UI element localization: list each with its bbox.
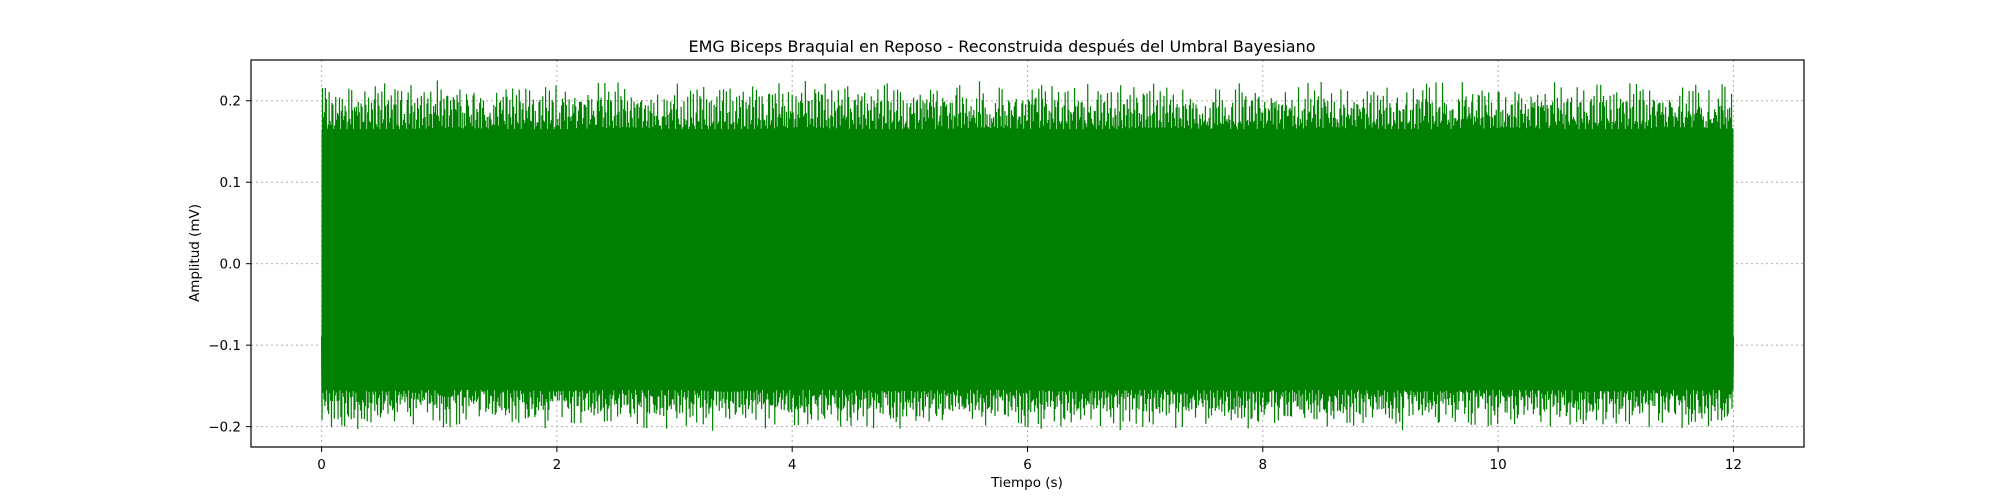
y-tick-label: −0.2 [208,420,241,436]
signal-series [320,80,1735,431]
y-axis-label: Amplitud (mV) [187,204,203,302]
y-tick-label: −0.1 [208,338,241,354]
x-axis-label: Tiempo (s) [990,475,1063,491]
y-tick-label: 0.0 [220,257,241,273]
y-tick-label: 0.2 [220,94,241,110]
x-tick-label: 12 [1725,457,1742,473]
x-tick-label: 2 [553,457,562,473]
x-tick-label: 8 [1259,457,1268,473]
x-tick-label: 4 [788,457,797,473]
x-tick-label: 0 [317,457,326,473]
axis-ticks: 0 2 4 6 8 10 12 −0.2 −0.1 0.0 0.1 0.2 [208,94,1742,473]
x-tick-label: 10 [1490,457,1507,473]
chart-title: EMG Biceps Braquial en Reposo - Reconstr… [689,37,1316,56]
x-tick-label: 6 [1023,457,1032,473]
signal-line [320,80,1735,431]
y-tick-label: 0.1 [220,175,241,191]
